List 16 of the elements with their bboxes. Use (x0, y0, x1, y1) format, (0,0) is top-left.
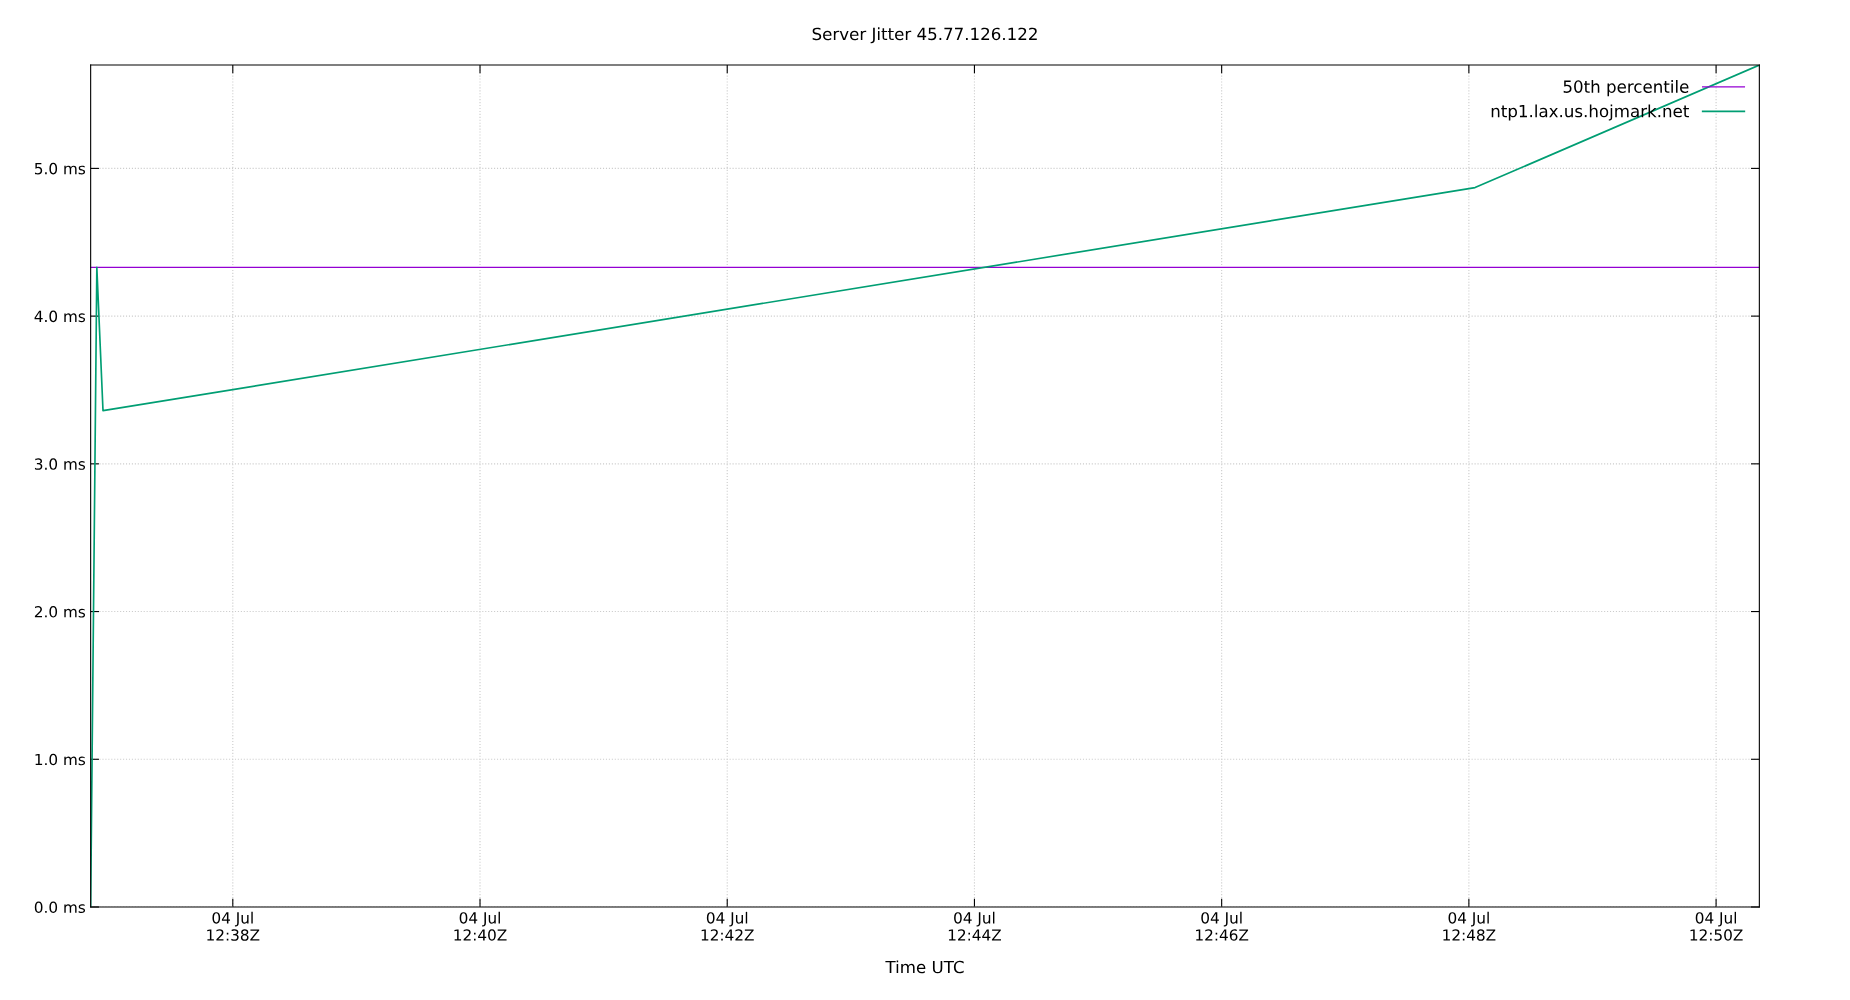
x-tick-label: 04 Jul 12:40Z (454, 911, 507, 941)
chart-title: Server Jitter 45.77.126.122 (812, 27, 1037, 44)
legend-label: 50th percentile (1563, 80, 1689, 97)
x-tick-label: 04 Jul 12:50Z (1690, 911, 1743, 941)
y-tick-label: 4.0 ms (34, 310, 86, 323)
y-tick-label: 3.0 ms (34, 458, 86, 470)
x-axis-title: Time UTC (885, 960, 964, 974)
x-tick-label: 04 Jul 12:48Z (1443, 911, 1496, 941)
x-tick-label: 04 Jul 12:46Z (1196, 911, 1249, 941)
y-tick-label: 1.0 ms (35, 753, 86, 766)
x-tick-label: 04 Jul 12:38Z (207, 911, 260, 941)
y-tick-label: 0.0 ms (34, 901, 86, 914)
y-tick-label: 5.0 ms (34, 162, 86, 175)
x-tick-label: 04 Jul 12:44Z (948, 911, 1001, 941)
y-tick-label: 2.0 ms (34, 606, 86, 618)
x-tick-label: 04 Jul 12:42Z (701, 911, 754, 941)
